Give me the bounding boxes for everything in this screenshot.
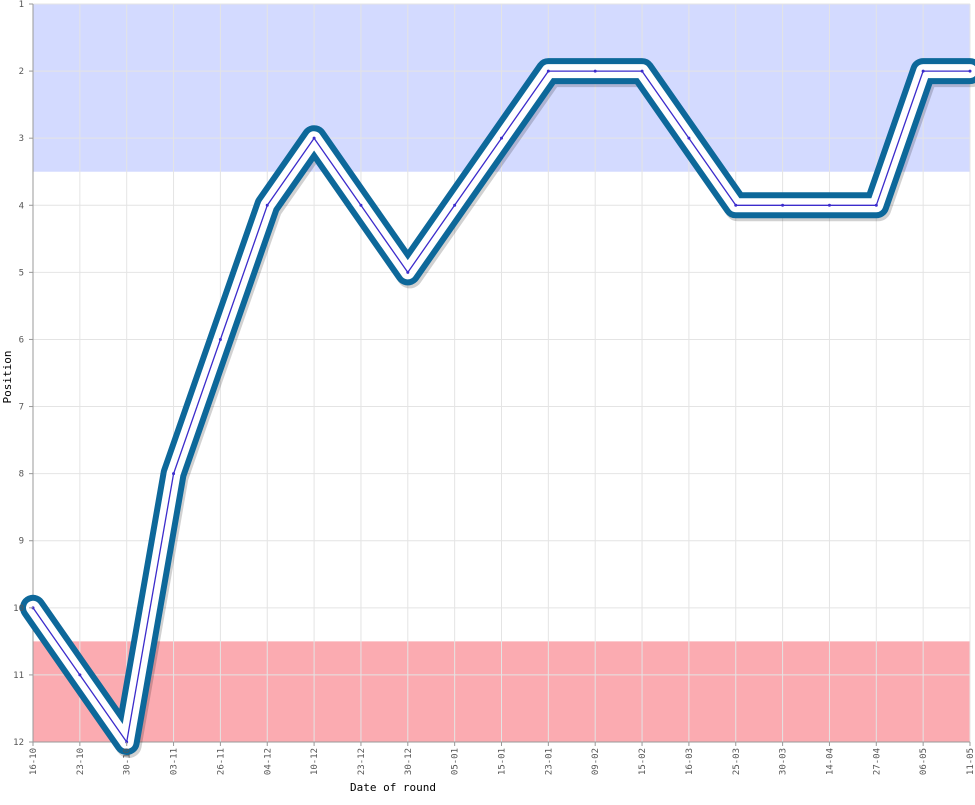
data-point xyxy=(640,69,644,73)
data-point xyxy=(874,203,878,207)
data-point xyxy=(500,136,503,140)
y-tick-label: 1 xyxy=(19,0,24,10)
x-tick-label: 30-03 xyxy=(779,748,789,775)
data-point xyxy=(734,203,738,207)
y-tick-label: 4 xyxy=(19,201,24,211)
x-tick-label: 16-10 xyxy=(29,748,39,775)
y-axis-label: Position xyxy=(1,351,14,404)
data-point xyxy=(265,203,269,207)
x-axis-label: Date of round xyxy=(350,781,436,794)
x-tick-label: 06-05 xyxy=(919,748,929,775)
data-point xyxy=(921,69,925,73)
x-tick-label: 09-02 xyxy=(591,748,601,775)
grid-layer xyxy=(32,3,971,743)
x-tick-label: 04-12 xyxy=(263,748,273,775)
y-tick-label: 9 xyxy=(19,537,24,547)
y-tick-label: 3 xyxy=(19,134,24,144)
y-tick-label: 5 xyxy=(19,268,24,278)
y-tick-label: 11 xyxy=(13,671,24,681)
x-tick-label: 05-01 xyxy=(451,748,461,775)
x-tick-label: 15-01 xyxy=(498,748,508,775)
x-tick-label: 25-03 xyxy=(732,748,742,775)
data-point xyxy=(406,270,410,274)
data-point xyxy=(968,69,972,73)
y-tick-label: 10 xyxy=(13,604,24,614)
x-tick-label: 15-02 xyxy=(638,748,648,775)
series-layer xyxy=(20,58,975,758)
x-tick-label: 23-01 xyxy=(544,748,554,775)
y-tick-label: 7 xyxy=(19,403,24,413)
data-point xyxy=(781,203,785,207)
x-tick-label: 03-11 xyxy=(170,748,180,775)
x-tick-label: 30-10 xyxy=(123,748,133,775)
y-tick-label: 6 xyxy=(19,335,24,345)
x-tick-label: 14-04 xyxy=(825,748,835,775)
x-tick-label: 30-12 xyxy=(404,748,414,775)
x-tick-label: 26-11 xyxy=(216,748,226,775)
x-tick-label: 27-04 xyxy=(872,748,882,775)
x-tick-label: 23-12 xyxy=(357,748,367,775)
x-tick-label: 10-12 xyxy=(310,748,320,775)
x-tick-label: 23-10 xyxy=(76,748,86,775)
data-point xyxy=(687,136,691,140)
data-point xyxy=(172,472,176,476)
data-point xyxy=(218,337,222,341)
y-tick-label: 12 xyxy=(13,738,24,748)
x-tick-label: 11-05 xyxy=(966,748,975,775)
data-point xyxy=(827,203,831,207)
data-point xyxy=(312,136,316,140)
data-point xyxy=(359,203,363,207)
x-tick-label: 16-03 xyxy=(685,748,695,775)
data-point xyxy=(593,69,597,73)
data-point xyxy=(78,673,82,677)
y-tick-label: 8 xyxy=(19,470,24,480)
y-tick-label: 2 xyxy=(19,67,24,77)
data-point xyxy=(453,203,457,207)
data-point xyxy=(546,69,550,73)
